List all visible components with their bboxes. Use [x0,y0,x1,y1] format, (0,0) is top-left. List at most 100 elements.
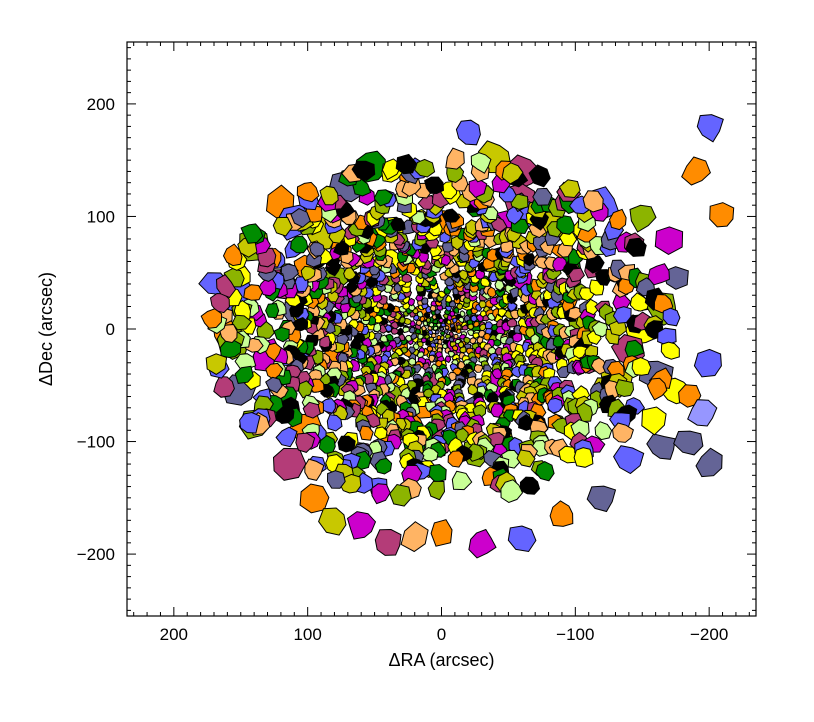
bin-cell [695,447,723,478]
bin-cell [611,422,634,443]
bin-cell [373,426,388,441]
bin-cell [428,354,436,363]
bin-cell [400,521,429,553]
bin-cell [687,399,718,427]
bin-cell [681,156,711,186]
bin-cell [296,181,320,203]
bin-cell [613,445,645,475]
bin-cell [457,316,465,323]
bin-cell [443,328,449,335]
bin-cell [432,318,439,324]
bin-cell [426,345,434,352]
bin-cell [519,476,541,495]
bin-cell [500,479,524,504]
bin-cell [570,419,590,440]
bin-cell [319,335,331,349]
bin-cell [273,326,290,343]
bin-cell [444,333,451,340]
bin-cell [407,357,417,366]
bin-cell [437,317,444,324]
bin-cell [441,208,461,223]
bin-cell [568,267,586,283]
bin-cell [346,511,377,540]
bin-cell [319,185,339,206]
bin-cell [417,333,424,340]
y-axis-label: ΔDec (arcsec) [36,272,56,386]
bin-cell [272,447,307,481]
bin-cell [427,480,446,501]
bin-cell [272,216,293,237]
bin-cell [243,284,264,301]
bin-cell [451,470,473,491]
bin-cell [421,324,428,332]
bin-cell [421,329,428,337]
bin-cell [215,274,237,299]
bin-cell [641,406,667,436]
bin-cell [373,314,384,324]
bin-cell [275,426,298,448]
bin-cell [608,208,627,231]
bin-cell [629,292,650,312]
bin-cell [440,322,446,328]
bin-cell [558,179,581,199]
bin-cell [447,450,465,468]
bin-cell [472,332,480,339]
bin-cell [696,114,724,143]
bin-cell [445,147,465,170]
bin-cell [450,325,457,332]
bin-cell [512,332,523,343]
bin-cell [507,525,537,553]
bin-cell [457,360,466,370]
bin-cell [631,356,652,376]
x-tick-label: −100 [556,625,594,644]
bin-cell [463,336,471,344]
bin-cell [337,435,356,453]
bin-cell [423,312,431,319]
bin-cell [576,225,598,243]
bin-cell [430,519,453,547]
bin-cell [205,353,228,375]
bin-cell [373,189,394,207]
bin-cell [624,339,645,359]
bin-cell [302,401,321,419]
bin-cell [646,433,676,460]
bin-cell [372,322,381,333]
bin-cell [456,302,464,311]
bin-cell [552,256,568,272]
bin-cell [470,314,478,323]
bin-cell [320,397,336,414]
bin-cell [448,371,458,382]
voronoi-bins [198,114,735,559]
bin-cell [614,379,635,398]
bin-cell [646,377,668,401]
bin-cell [434,329,440,335]
bin-cell [467,323,474,330]
bin-cell [468,528,497,559]
bin-cell [445,294,453,303]
bin-cell [528,164,551,188]
bin-cell [359,425,374,441]
bin-cell [239,411,261,434]
bin-cell [448,299,457,308]
bin-cell [442,339,450,345]
axis-ticks [127,42,756,616]
y-tick-label: 200 [87,95,115,114]
bin-cell [420,337,427,344]
bin-cell [231,314,253,331]
bin-cell [432,325,439,331]
y-tick-label: −100 [77,433,115,452]
bin-cell [436,334,442,341]
bin-cell [234,365,254,384]
bin-cell [428,463,447,483]
bin-cell [444,355,452,364]
x-tick-label: 200 [160,625,188,644]
bin-cell [371,483,391,505]
x-tick-labels: 200 100 0 −100 −200 [160,625,729,644]
bin-cell [493,338,502,347]
bin-cell [455,328,462,334]
bin-cell [535,461,555,482]
bin-cell [425,317,432,324]
bin-cell [474,269,486,280]
y-tick-label: −200 [77,545,115,564]
